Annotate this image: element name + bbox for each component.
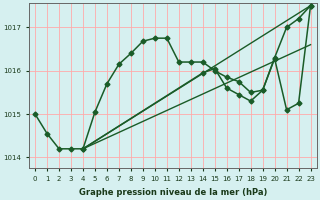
X-axis label: Graphe pression niveau de la mer (hPa): Graphe pression niveau de la mer (hPa) (79, 188, 267, 197)
